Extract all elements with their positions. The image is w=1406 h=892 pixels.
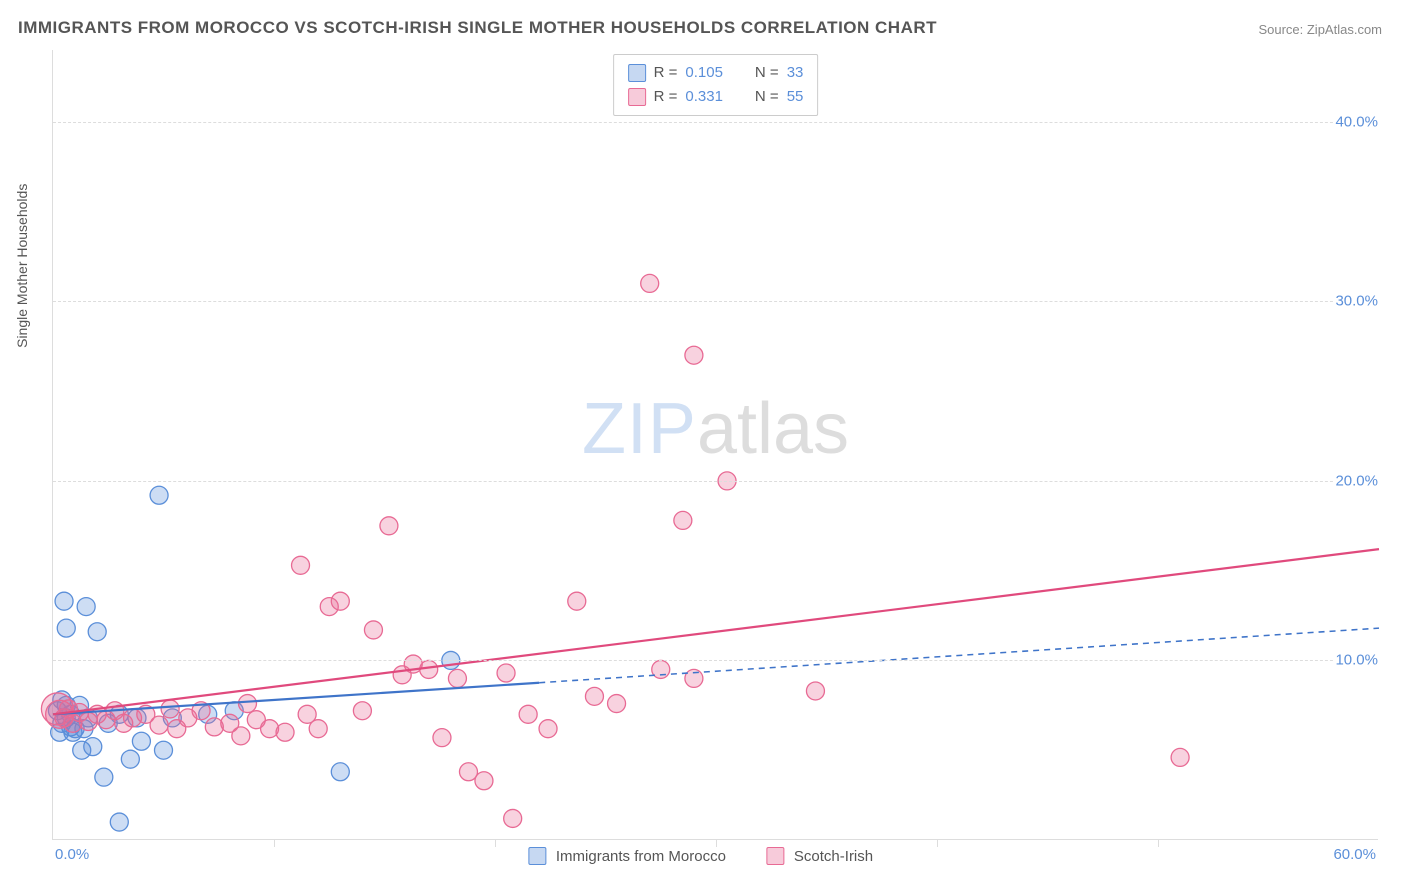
data-point (504, 809, 522, 827)
data-point (497, 664, 515, 682)
plot-area: ZIPatlas R =0.105N =33R =0.331N =55 Immi… (52, 50, 1378, 840)
y-axis-title: Single Mother Households (14, 184, 30, 348)
y-tick-label: 40.0% (1333, 113, 1380, 130)
data-point (353, 702, 371, 720)
data-point (674, 511, 692, 529)
data-point (238, 695, 256, 713)
legend-text: R = (654, 85, 678, 109)
data-point (806, 682, 824, 700)
data-point (331, 592, 349, 610)
legend-text: 55 (787, 85, 804, 109)
source-label: Source: ZipAtlas.com (1258, 22, 1382, 37)
x-tick (937, 839, 938, 847)
grid-line (53, 660, 1378, 661)
data-point (84, 738, 102, 756)
x-tick (1158, 839, 1159, 847)
data-point (155, 741, 173, 759)
grid-line (53, 122, 1378, 123)
data-point (298, 705, 316, 723)
legend-swatch (528, 847, 546, 865)
legend-label: Immigrants from Morocco (556, 848, 726, 865)
legend-label: Scotch-Irish (794, 848, 873, 865)
data-point (77, 598, 95, 616)
chart-title: IMMIGRANTS FROM MOROCCO VS SCOTCH-IRISH … (18, 18, 937, 38)
legend-text: 0.105 (685, 61, 723, 85)
data-point (364, 621, 382, 639)
data-point (150, 716, 168, 734)
data-point (420, 660, 438, 678)
data-point (448, 669, 466, 687)
legend-swatch (628, 88, 646, 106)
legend-swatch (628, 64, 646, 82)
data-point (55, 592, 73, 610)
data-point (685, 346, 703, 364)
data-point (88, 623, 106, 641)
legend-row: R = 0.105 N = 33 (628, 61, 804, 85)
data-point (568, 592, 586, 610)
legend-correlation: R = 0.105 N = 33 R = 0.331 N = 55 (613, 54, 819, 116)
legend-text: 33 (787, 61, 804, 85)
legend-text: R = (654, 61, 678, 85)
trend-line (53, 549, 1379, 714)
plot-svg (53, 50, 1378, 839)
data-point (292, 556, 310, 574)
data-point (380, 517, 398, 535)
legend-series: Immigrants from Morocco Scotch-Irish (528, 847, 903, 865)
trend-line (53, 683, 539, 715)
y-tick-label: 20.0% (1333, 472, 1380, 489)
legend-text: N = (755, 61, 779, 85)
data-point (132, 732, 150, 750)
data-point (331, 763, 349, 781)
data-point (161, 700, 179, 718)
y-tick-label: 30.0% (1333, 293, 1380, 310)
data-point (585, 687, 603, 705)
data-point (519, 705, 537, 723)
legend-swatch (766, 847, 784, 865)
data-point (475, 772, 493, 790)
trend-line-extrapolated (539, 628, 1379, 683)
chart-container: IMMIGRANTS FROM MOROCCO VS SCOTCH-IRISH … (0, 0, 1406, 892)
data-point (641, 274, 659, 292)
x-axis-max-label: 60.0% (1333, 846, 1376, 863)
x-axis-min-label: 0.0% (55, 846, 89, 863)
data-point (1171, 748, 1189, 766)
x-tick (495, 839, 496, 847)
data-point (57, 619, 75, 637)
legend-text: N = (755, 85, 779, 109)
grid-line (53, 481, 1378, 482)
data-point (232, 727, 250, 745)
legend-row: R = 0.331 N = 55 (628, 85, 804, 109)
data-point (276, 723, 294, 741)
data-point (95, 768, 113, 786)
data-point (539, 720, 557, 738)
data-point (121, 750, 139, 768)
data-point (150, 486, 168, 504)
data-point (608, 695, 626, 713)
y-tick-label: 10.0% (1333, 652, 1380, 669)
x-tick (716, 839, 717, 847)
data-point (110, 813, 128, 831)
legend-text: 0.331 (685, 85, 723, 109)
data-point (433, 729, 451, 747)
x-tick (274, 839, 275, 847)
grid-line (53, 301, 1378, 302)
